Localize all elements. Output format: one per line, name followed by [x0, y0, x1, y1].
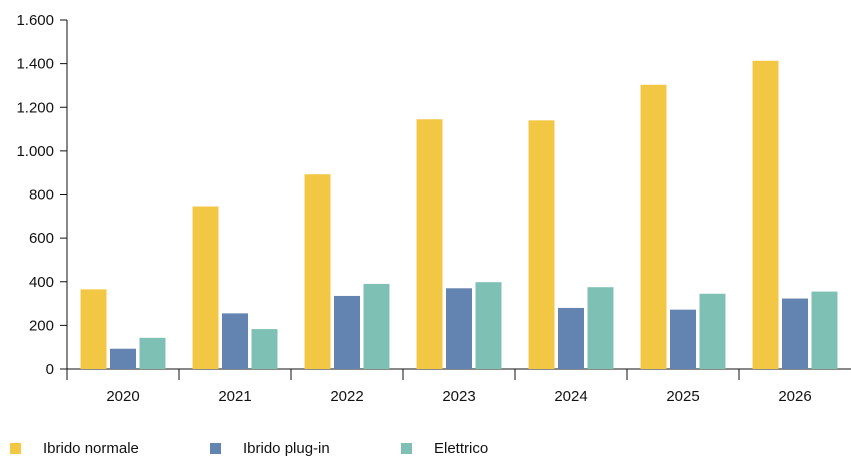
bar-ibrido-normale-2023	[416, 119, 443, 369]
legend-item-ibrido-plug-in: Ibrido plug-in	[210, 436, 330, 460]
y-axis: 0 200 400 600 800 1.000 1.200 1.400 1.600	[16, 12, 68, 378]
x-tick-label: 2022	[330, 388, 363, 405]
bar-ibrido-plug-in-2023	[446, 288, 472, 369]
bar-elettrico-2021	[251, 329, 278, 369]
y-tick-label: 1.200	[16, 99, 54, 116]
x-tick-label: 2026	[778, 388, 811, 405]
x-tick-label: 2021	[218, 388, 251, 405]
bar-ibrido-plug-in-2020	[110, 348, 136, 369]
bar-ibrido-plug-in-2026	[782, 298, 808, 369]
y-tick-label: 1.600	[16, 12, 54, 29]
bar-elettrico-2024	[587, 287, 614, 369]
legend-swatch-ibrido-normale	[10, 442, 21, 454]
x-axis: 2020 2021 2022 2023 2024 2025 2026	[66, 368, 851, 405]
bar-ibrido-plug-in-2024	[558, 307, 584, 369]
y-tick-label: 400	[29, 274, 54, 291]
bar-ibrido-normale-2020	[80, 289, 107, 369]
y-tick-label: 600	[29, 230, 54, 247]
bar-ibrido-normale-2025	[640, 84, 667, 369]
y-tick-label: 800	[29, 187, 54, 204]
legend-swatch-elettrico	[401, 442, 412, 454]
x-tick-label: 2020	[106, 388, 139, 405]
legend-label-ibrido-plug-in: Ibrido plug-in	[243, 439, 330, 457]
legend-swatch-ibrido-plug-in	[210, 442, 221, 454]
legend-item-elettrico: Elettrico	[401, 436, 488, 460]
y-tick-label: 1.000	[16, 143, 54, 160]
legend-label-elettrico: Elettrico	[434, 439, 489, 457]
bar-ibrido-plug-in-2022	[334, 295, 360, 369]
bar-ibrido-plug-in-2025	[670, 309, 696, 369]
bar-elettrico-2026	[811, 291, 838, 369]
x-tick-label: 2025	[666, 388, 699, 405]
bar-ibrido-plug-in-2021	[222, 313, 248, 369]
legend-label-ibrido-normale: Ibrido normale	[43, 439, 139, 457]
bar-elettrico-2023	[475, 282, 502, 369]
bar-ibrido-normale-2024	[528, 120, 555, 370]
x-tick-label: 2024	[554, 388, 587, 405]
bar-ibrido-normale-2022	[304, 174, 331, 369]
bar-ibrido-normale-2021	[192, 206, 219, 369]
y-tick-label: 1.400	[16, 56, 54, 73]
legend: Ibrido normale Ibrido plug-in Elettrico	[0, 436, 851, 460]
x-tick-label: 2023	[442, 388, 475, 405]
y-tick-label: 0	[46, 361, 54, 378]
bar-elettrico-2020	[139, 337, 166, 369]
bar-elettrico-2022	[363, 283, 390, 369]
bar-ibrido-normale-2026	[752, 60, 779, 370]
legend-item-ibrido-normale: Ibrido normale	[10, 436, 139, 460]
bars	[80, 60, 838, 370]
y-tick-label: 200	[29, 317, 54, 334]
bar-elettrico-2025	[699, 293, 726, 369]
